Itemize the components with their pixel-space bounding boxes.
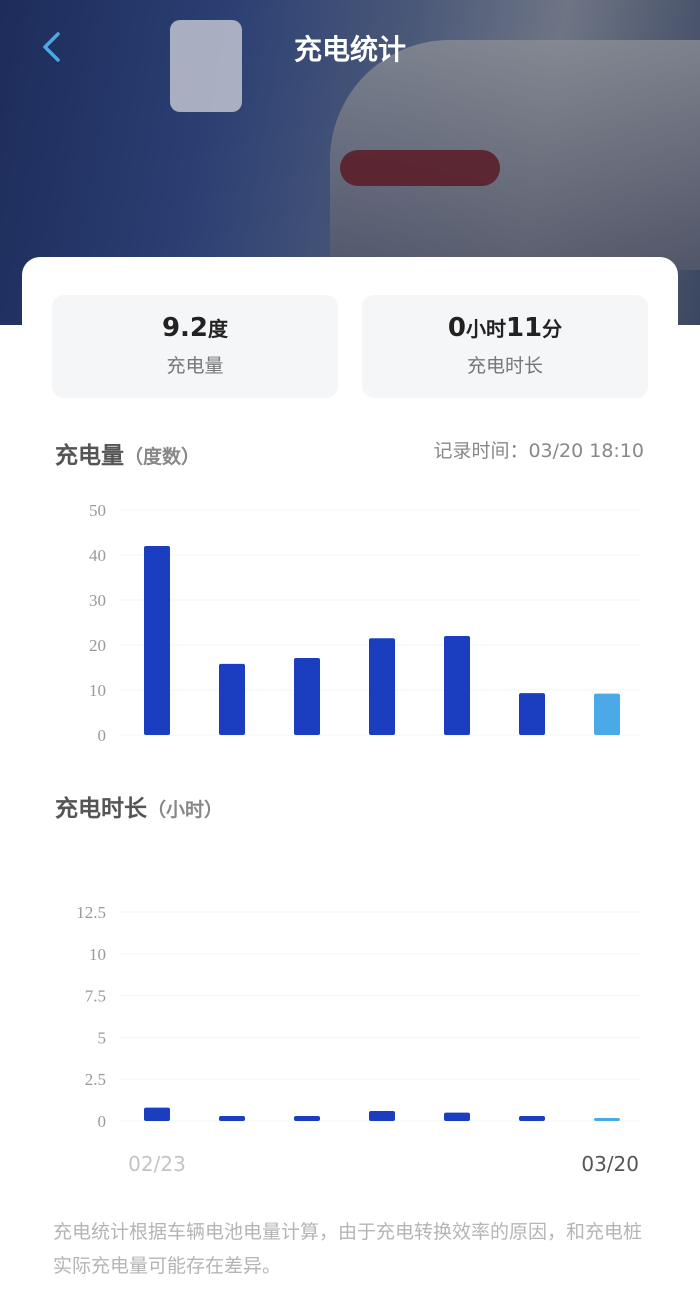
bar	[219, 1115, 245, 1121]
stat-duration: 0小时11分 充电时长	[362, 295, 648, 398]
y-tick-label: 5	[98, 1028, 107, 1047]
duration-minutes: 11	[505, 313, 543, 343]
page-title: 充电统计	[293, 33, 406, 66]
energy-value: 9.2	[161, 313, 209, 343]
stat-energy: 9.2度 充电量	[52, 295, 338, 398]
y-tick-label: 0	[98, 726, 107, 745]
back-button[interactable]	[38, 30, 68, 64]
chevron-left-icon	[43, 32, 60, 62]
y-tick-label: 10	[89, 681, 106, 700]
x-end-label: 03/20	[581, 1152, 639, 1176]
bar	[519, 693, 545, 735]
footnote: 充电统计根据车辆电池电量计算，由于充电转换效率的原因，和充电桩实际充电量可能存在…	[53, 1221, 643, 1277]
duration-hours: 0	[447, 313, 466, 343]
bar	[444, 636, 470, 735]
bar	[294, 1115, 320, 1121]
bar	[369, 1110, 395, 1121]
bar	[594, 1117, 620, 1121]
bar	[594, 693, 620, 735]
y-tick-label: 12.5	[76, 903, 106, 922]
bar	[219, 663, 245, 735]
energy-unit: 度	[208, 317, 229, 341]
bar	[369, 638, 395, 735]
y-tick-label: 40	[89, 546, 106, 565]
bar	[444, 1112, 470, 1121]
minutes-unit: 分	[542, 317, 563, 341]
y-tick-label: 10	[89, 945, 106, 964]
hours-unit: 小时	[465, 317, 506, 341]
y-tick-label: 2.5	[85, 1070, 106, 1089]
energy-label: 充电量	[166, 355, 224, 377]
bar	[294, 658, 320, 735]
duration-label: 充电时长	[466, 355, 543, 377]
y-tick-label: 7.5	[85, 987, 106, 1006]
bar	[144, 546, 170, 735]
charger-image	[170, 20, 242, 112]
content-card	[22, 257, 678, 1292]
bar	[144, 1107, 170, 1121]
energy-chart-title: 充电量（度数）	[55, 443, 201, 469]
duration-chart-title: 充电时长（小时）	[55, 796, 224, 822]
y-tick-label: 20	[89, 636, 106, 655]
y-tick-label: 30	[89, 591, 106, 610]
y-tick-label: 50	[89, 501, 106, 520]
car-taillight	[340, 150, 500, 186]
record-time: 记录时间：03/20 18:10	[433, 440, 644, 462]
y-tick-label: 0	[98, 1112, 107, 1131]
bar	[519, 1115, 545, 1121]
x-start-label: 02/23	[128, 1152, 186, 1176]
